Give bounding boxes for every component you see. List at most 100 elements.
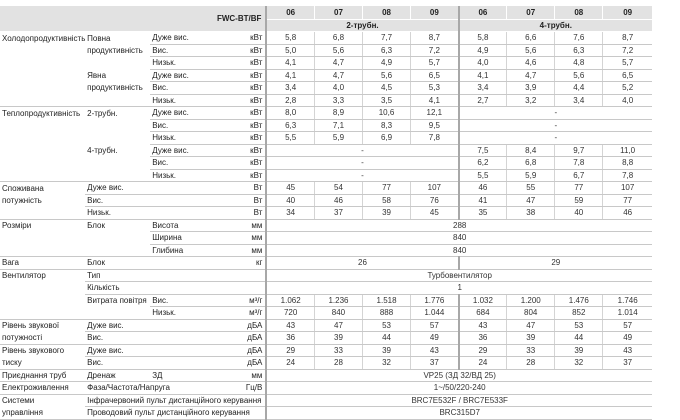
value-cell: 40 — [554, 206, 603, 220]
parameter-label: тиску — [0, 356, 86, 370]
unit-label: Вт — [230, 206, 267, 220]
parameter-label — [0, 57, 85, 70]
value-cell: 6,3 — [554, 44, 603, 57]
value-cell: 3,2 — [506, 94, 555, 107]
unit-label: мм — [230, 231, 267, 245]
mode-label: Ширина — [150, 231, 231, 245]
parameter-label — [0, 169, 86, 182]
value-cell: 4,1 — [457, 69, 507, 82]
table-row: Вис. кВт 6,3 7,1 8,3 9,5- — [0, 119, 652, 132]
value-cell: 24 — [265, 356, 315, 370]
value-cell: 4,1 — [265, 56, 315, 70]
value-cell: 3,3 — [313, 94, 363, 107]
unit-label: дБА — [230, 356, 267, 370]
parameter-label — [0, 232, 85, 245]
unit-label: кг — [230, 256, 267, 270]
table-row: Електроживлення Фаза/Частота/Напруга Гц/В 1… — [0, 381, 652, 395]
table-row: Холодопродуктивність Повна Дуже вис. кВт 5,8… — [0, 31, 652, 45]
sub-parameter-label — [85, 94, 151, 107]
mode-label: Дуже вис. — [150, 69, 231, 82]
unit-label: кВт — [230, 31, 267, 45]
value-cell: 59 — [554, 194, 603, 207]
value-cell: 37 — [313, 206, 363, 220]
parameter-label: потужність — [2, 195, 42, 205]
table-row: Низьк. кВт -5,5 5,9 6,7 7,8 — [0, 169, 652, 182]
value-cell: 44 — [554, 331, 603, 345]
parameter-label — [0, 94, 86, 107]
unit-label: дБА — [230, 331, 267, 345]
value-cell: 840 — [265, 244, 652, 257]
size-header: 08 — [554, 6, 603, 20]
parameter-label: Розміри — [2, 221, 32, 230]
value-cell: 1.062 — [265, 294, 315, 307]
value-cell: 43 — [265, 319, 315, 332]
unit-label: кВт — [230, 131, 267, 145]
mode-label: Низьк. — [150, 131, 231, 145]
value-cell: 6,3 — [361, 44, 411, 57]
unit-label: кВт — [230, 169, 267, 182]
value-cell: 107 — [410, 181, 459, 195]
value-cell: 4,0 — [602, 94, 652, 107]
parameter-label — [0, 82, 85, 95]
parameter-label — [0, 132, 85, 145]
value-cell: 6,2 — [457, 156, 507, 170]
value-cell: 1.032 — [457, 294, 507, 307]
unit-label: мм — [230, 244, 267, 257]
parameter-label: Системи — [2, 396, 35, 405]
value-cell: 684 — [457, 306, 507, 320]
mode-label: Дуже вис. — [150, 106, 231, 120]
parameter-label: Електроживлення — [0, 381, 86, 395]
value-cell: 1.044 — [410, 306, 459, 320]
value-cell: 39 — [361, 344, 411, 357]
table-row: Приєднання труб Дренаж ЗД мм VP25 (ЗД 32/ВД … — [0, 369, 652, 382]
value-cell: 43 — [410, 344, 459, 357]
mode-label: Дуже вис. — [150, 31, 231, 45]
value-cell: 6,8 — [506, 156, 555, 170]
value-cell: 34 — [265, 206, 315, 220]
sub-parameter-label: 4-трубн. — [87, 145, 118, 155]
value-cell: 8,4 — [506, 144, 555, 157]
group-header-2-pipe: 2-трубн. — [265, 19, 459, 32]
value-cell: 8,0 — [265, 106, 315, 120]
value-cell: 1 — [265, 281, 652, 295]
sub-parameter-label: Повна — [87, 33, 111, 43]
value-cell: 1.476 — [554, 294, 603, 307]
sub-parameter-label: Дуже вис. — [85, 344, 231, 357]
table-row: тиску Вис. дБА 24 28 32 37 24 28 32 37 — [0, 356, 652, 370]
value-cell: 7,8 — [410, 131, 459, 145]
value-cell: 1.236 — [313, 294, 363, 307]
value-cell: 288 — [265, 219, 652, 232]
table-row: Вентилятор Тип Турбовентилятор — [0, 269, 652, 282]
unit-label: кВт — [230, 106, 267, 120]
value-cell: 3,9 — [506, 81, 555, 95]
parameter-label — [0, 119, 85, 132]
value-cell: 804 — [506, 306, 555, 320]
value-cell: 1~/50/220-240 — [265, 381, 652, 395]
parameter-label — [0, 294, 85, 307]
value-cell: 5,6 — [554, 69, 603, 82]
unit-label: м³/г — [230, 306, 267, 320]
specifications-table: FWC-BT/BF 06 07 08 09 06 07 08 09 2-труб… — [0, 6, 652, 420]
value-cell: 47 — [506, 194, 555, 207]
value-cell: 41 — [457, 194, 507, 207]
value-cell: 6,3 — [265, 119, 315, 132]
value-cell: 7,2 — [602, 44, 652, 57]
value-cell: 38 — [506, 206, 555, 220]
sub-parameter-label — [85, 169, 151, 182]
parameter-label: Холодопродуктивність — [2, 33, 86, 43]
table-row: потужності Вис. дБА 36 39 44 49 36 39 44 49 — [0, 331, 652, 345]
value-cell: 77 — [361, 181, 411, 195]
value-cell: 4,7 — [506, 69, 555, 82]
mode-label: Низьк. — [150, 94, 231, 107]
value-cell: 43 — [457, 319, 507, 332]
table-row: 4-трубн. Дуже вис. кВт -7,5 8,4 9,7 11,0 — [0, 144, 652, 157]
model-series-header: FWC-BT/BF — [0, 6, 267, 32]
value-cell: 32 — [554, 356, 603, 370]
unit-label: Гц/В — [230, 381, 267, 395]
value-cell: 33 — [506, 344, 555, 357]
value-cell: 8,9 — [313, 106, 363, 120]
parameter-label — [0, 69, 85, 82]
value-cell: 7,7 — [361, 31, 411, 45]
sub-parameter-label: Кількість — [85, 281, 231, 295]
sub-parameter-label: Вис. — [85, 331, 231, 345]
